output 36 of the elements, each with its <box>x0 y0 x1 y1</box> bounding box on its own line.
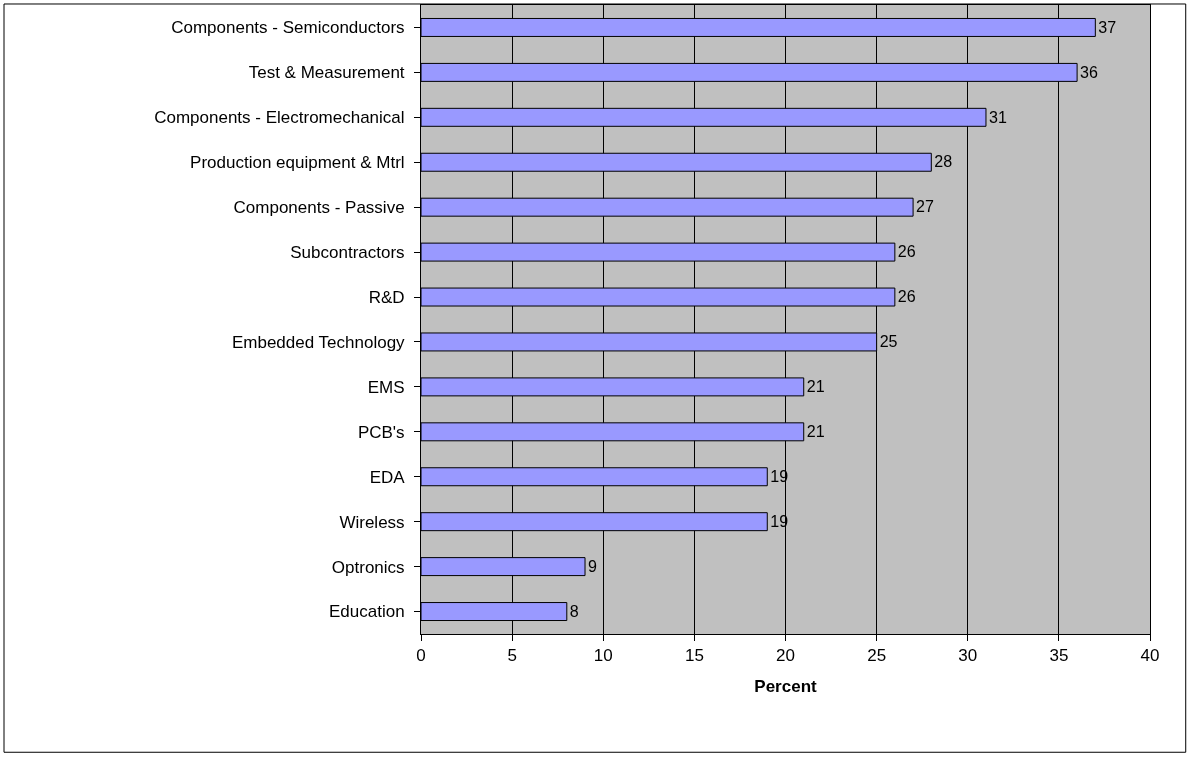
y-tick-label: Embedded Technology <box>231 332 406 352</box>
x-tick-label: 25 <box>867 646 887 666</box>
data-label: 25 <box>879 332 898 351</box>
y-tick-label: Wireless <box>339 512 405 532</box>
y-tick-label: Components - Electromechanical <box>154 108 405 128</box>
y-tick-label: EDA <box>369 467 406 487</box>
data-label: 26 <box>897 242 916 261</box>
y-tick-label: Components - Passive <box>233 198 405 218</box>
data-label: 36 <box>1080 62 1099 81</box>
data-label: 37 <box>1098 17 1117 36</box>
x-tick-label: 35 <box>1049 646 1069 666</box>
x-tick-label: 10 <box>593 646 613 666</box>
y-tick-label: PCB's <box>357 422 405 442</box>
data-label: 31 <box>988 107 1007 126</box>
data-label: 21 <box>806 422 825 441</box>
y-tick-label: Production equipment & Mtrl <box>190 153 405 173</box>
data-label: 26 <box>897 287 916 306</box>
x-tick-label: 40 <box>1140 646 1160 666</box>
y-tick-label: Optronics <box>331 557 405 577</box>
x-tick-label: 30 <box>958 646 978 666</box>
x-tick-label: 15 <box>684 646 704 666</box>
data-label: 27 <box>916 197 935 216</box>
data-label: 9 <box>588 556 598 575</box>
x-tick-label: 5 <box>507 646 517 666</box>
y-tick-label: Components - Semiconductors <box>171 18 405 38</box>
data-label: 28 <box>934 152 953 171</box>
y-tick-label: EMS <box>367 377 405 397</box>
y-tick-label: Subcontractors <box>290 243 405 263</box>
x-axis-title: Percent <box>754 676 818 696</box>
y-tick-label: Education <box>328 602 405 622</box>
y-tick-label: R&D <box>368 287 405 307</box>
x-tick-label: 20 <box>776 646 795 666</box>
data-label: 8 <box>569 601 579 620</box>
y-tick-label: Test & Measurement <box>248 63 405 83</box>
x-tick-label: 0 <box>416 646 426 666</box>
data-label: 21 <box>806 377 825 396</box>
